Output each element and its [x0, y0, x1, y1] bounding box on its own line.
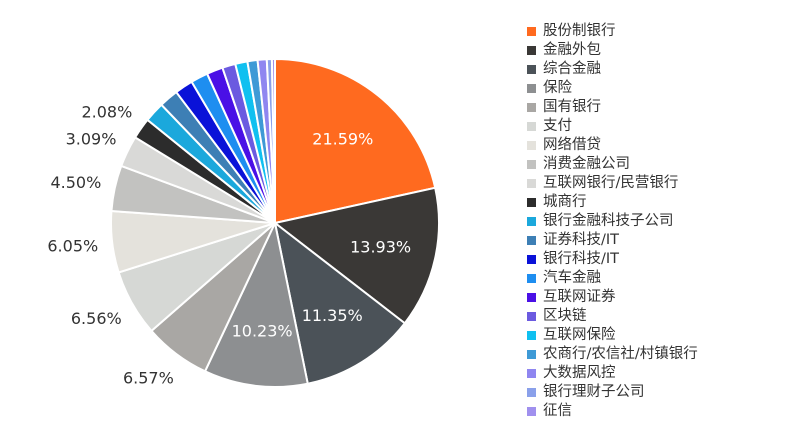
slice-label-3: 10.23% — [232, 322, 293, 341]
legend-swatch — [527, 312, 536, 321]
legend-label: 证券科技/IT — [543, 232, 620, 248]
legend-label: 支付 — [543, 118, 572, 134]
legend-label: 大数据风控 — [543, 365, 616, 381]
legend-label: 互联网银行/民营银行 — [543, 175, 679, 191]
legend-item-11: 证券科技/IT — [527, 231, 782, 250]
legend-swatch — [527, 160, 536, 169]
legend-swatch — [527, 27, 536, 36]
legend-label: 互联网证券 — [543, 289, 616, 305]
legend-swatch — [527, 84, 536, 93]
slice-label-1: 13.93% — [350, 238, 411, 257]
legend-swatch — [527, 255, 536, 264]
slice-label-9: 2.08% — [81, 102, 132, 121]
legend-item-1: 金融外包 — [527, 41, 782, 60]
legend-label: 区块链 — [543, 308, 587, 324]
legend-swatch — [527, 141, 536, 150]
legend-swatch — [527, 122, 536, 131]
legend-swatch — [527, 179, 536, 188]
legend-swatch — [527, 236, 536, 245]
legend-item-3: 保险 — [527, 79, 782, 98]
legend-swatch — [527, 274, 536, 283]
pie-slice-0 — [274, 57, 437, 225]
legend-label: 城商行 — [543, 194, 587, 210]
legend-label: 银行理财子公司 — [543, 384, 645, 400]
legend-swatch — [527, 407, 536, 416]
legend-label: 汽车金融 — [543, 270, 601, 286]
legend-item-16: 互联网保险 — [527, 326, 782, 345]
legend-label: 综合金融 — [543, 61, 601, 77]
slice-label-6: 6.05% — [47, 237, 98, 256]
legend-item-13: 汽车金融 — [527, 269, 782, 288]
legend-swatch — [527, 46, 536, 55]
legend-item-9: 城商行 — [527, 193, 782, 212]
legend-item-20: 征信 — [527, 402, 782, 421]
legend-swatch — [527, 65, 536, 74]
legend-swatch — [527, 103, 536, 112]
legend-label: 消费金融公司 — [543, 156, 630, 172]
pie-slice-1 — [272, 186, 440, 325]
legend-item-15: 区块链 — [527, 307, 782, 326]
legend-label: 互联网保险 — [543, 327, 616, 343]
legend-item-19: 银行理财子公司 — [527, 383, 782, 402]
legend-label: 股份制银行 — [543, 23, 616, 39]
pie-slice-3 — [203, 219, 309, 388]
legend-item-4: 国有银行 — [527, 98, 782, 117]
slice-label-2: 11.35% — [302, 306, 363, 325]
slice-label-5: 6.56% — [71, 309, 122, 328]
slice-label-4: 6.57% — [123, 368, 174, 387]
legend-label: 国有银行 — [543, 99, 601, 115]
legend-swatch — [527, 293, 536, 302]
legend-label: 网络借贷 — [543, 137, 601, 153]
slice-label-8: 3.09% — [66, 129, 117, 148]
pie-slice-20 — [270, 57, 276, 224]
legend-label: 金融外包 — [543, 42, 601, 58]
legend-item-10: 银行金融科技子公司 — [527, 212, 782, 231]
legend-item-14: 互联网证券 — [527, 288, 782, 307]
legend-item-0: 股份制银行 — [527, 22, 782, 41]
chart-legend: 股份制银行金融外包综合金融保险国有银行支付网络借贷消费金融公司互联网银行/民营银… — [527, 22, 782, 421]
legend-label: 保险 — [543, 80, 572, 96]
legend-item-6: 网络借贷 — [527, 136, 782, 155]
slice-label-0: 21.59% — [312, 130, 373, 149]
legend-item-18: 大数据风控 — [527, 364, 782, 383]
legend-item-12: 银行科技/IT — [527, 250, 782, 269]
legend-label: 银行科技/IT — [543, 251, 620, 267]
slice-label-7: 4.50% — [50, 173, 101, 192]
legend-item-7: 消费金融公司 — [527, 155, 782, 174]
legend-item-17: 农商行/农信社/村镇银行 — [527, 345, 782, 364]
legend-item-8: 互联网银行/民营银行 — [527, 174, 782, 193]
legend-label: 银行金融科技子公司 — [543, 213, 674, 229]
legend-swatch — [527, 198, 536, 207]
pie-slice-2 — [273, 220, 407, 385]
legend-swatch — [527, 369, 536, 378]
legend-item-2: 综合金融 — [527, 60, 782, 79]
legend-item-5: 支付 — [527, 117, 782, 136]
legend-swatch — [527, 331, 536, 340]
legend-swatch — [527, 350, 536, 359]
legend-label: 农商行/农信社/村镇银行 — [543, 346, 698, 362]
legend-swatch — [527, 388, 536, 397]
legend-label: 征信 — [543, 403, 572, 419]
legend-swatch — [527, 217, 536, 226]
